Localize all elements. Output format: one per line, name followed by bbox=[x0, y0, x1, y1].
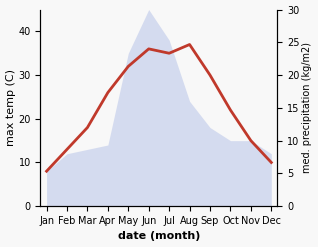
Y-axis label: max temp (C): max temp (C) bbox=[5, 69, 16, 146]
X-axis label: date (month): date (month) bbox=[118, 231, 200, 242]
Y-axis label: med. precipitation (kg/m2): med. precipitation (kg/m2) bbox=[302, 42, 313, 173]
